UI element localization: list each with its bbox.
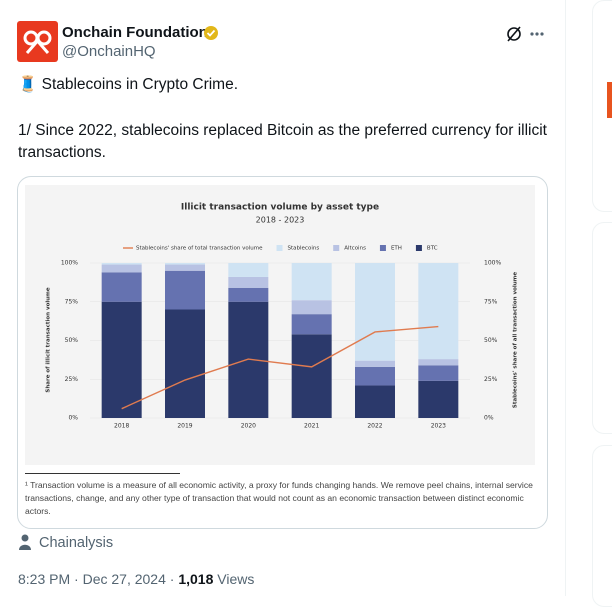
y-tick-label: 100%: [61, 260, 78, 267]
bar-segment: [291, 263, 332, 301]
bar-segment: [165, 264, 205, 271]
bar-segment: [355, 385, 395, 418]
legend-label: ETH: [391, 246, 402, 252]
y2-tick-label: 25%: [484, 376, 498, 383]
footnote-rule: [25, 473, 180, 474]
column-border: [565, 0, 566, 596]
x-tick-label: 2023: [431, 423, 446, 430]
chart: Illicit transaction volume by asset type…: [46, 203, 519, 430]
bar-segment: [355, 366, 395, 386]
timestamp[interactable]: 8:23 PM · Dec 27, 2024: [18, 571, 166, 587]
legend-label: Stablecoins: [288, 246, 320, 252]
legend-swatch: [415, 245, 422, 251]
source-icon: [19, 534, 31, 550]
sidebar-card: [592, 445, 612, 607]
tweet-actions[interactable]: [504, 24, 554, 44]
bar-segment: [418, 380, 459, 418]
x-tick-label: 2021: [304, 423, 319, 430]
bar-segment: [228, 287, 269, 302]
source-label[interactable]: Chainalysis: [39, 535, 114, 551]
author-handle[interactable]: @OnchainHQ: [62, 43, 156, 60]
avatar[interactable]: [17, 21, 58, 62]
media-card[interactable]: [17, 176, 548, 529]
author-name[interactable]: Onchain Foundation: [62, 24, 208, 41]
views-label: Views: [217, 571, 255, 587]
bar-segment: [101, 264, 142, 273]
separator: ·: [169, 571, 175, 587]
bar-segment: [165, 263, 205, 265]
bar-segment: [101, 263, 142, 265]
tweet-body: 1/ Since 2022, stablecoins replaced Bitc…: [18, 122, 547, 161]
bar-segment: [418, 359, 459, 366]
chart-title: Illicit transaction volume by asset type: [181, 203, 379, 213]
y-tick-label: 25%: [65, 376, 79, 383]
verified-badge: [204, 26, 218, 40]
tweet-headline: 🧵 Stablecoins in Crypto Crime.: [18, 76, 239, 93]
y-tick-label: 75%: [65, 298, 79, 305]
x-tick-label: 2022: [367, 423, 382, 430]
bar-segment: [418, 365, 459, 381]
y2-tick-label: 50%: [484, 337, 498, 344]
y-tick-label: 0%: [68, 415, 78, 422]
views-count: 1,018: [178, 571, 214, 587]
sidebar-card: [592, 222, 612, 434]
tweet-meta: 8:23 PM · Dec 27, 2024 · 1,018 Views: [18, 571, 254, 587]
bar-segment: [355, 263, 395, 361]
bar-segment: [165, 309, 205, 418]
x-tick-label: 2018: [114, 423, 129, 430]
bar-segment: [165, 270, 205, 310]
sidebar-card: [592, 0, 612, 212]
legend-swatch: [276, 245, 283, 251]
legend-label: Altcoins: [344, 246, 366, 252]
bar-segment: [228, 263, 269, 277]
y-axis-title: Share of illicit transaction volume: [46, 287, 52, 392]
bar-segment: [101, 272, 142, 302]
bar-segment: [228, 276, 269, 288]
bar-segment: [291, 334, 332, 418]
sidebar-image: [607, 82, 612, 118]
y2-tick-label: 100%: [484, 260, 501, 267]
x-tick-label: 2020: [241, 423, 256, 430]
bar-segment: [291, 300, 332, 315]
y-tick-label: 50%: [65, 337, 79, 344]
y2-tick-label: 75%: [484, 298, 498, 305]
bar-segment: [291, 314, 332, 335]
bar-segment: [101, 301, 142, 418]
bar-segment: [355, 360, 395, 367]
legend-swatch: [379, 245, 386, 251]
legend-label: BTC: [427, 246, 438, 252]
bar-segment: [418, 263, 459, 360]
y2-tick-label: 0%: [484, 415, 494, 422]
line-series: [121, 325, 439, 410]
x-tick-label: 2019: [177, 423, 192, 430]
y2-axis-title: Stablecoins' share of all transaction vo…: [513, 272, 519, 409]
chart-subtitle: 2018 - 2023: [256, 216, 305, 225]
legend-swatch: [333, 245, 340, 251]
bar-segment: [228, 301, 269, 418]
legend-label: Stablecoins' share of total transaction …: [136, 246, 263, 252]
footnote: ¹ Transaction volume is a measure of all…: [25, 480, 533, 516]
